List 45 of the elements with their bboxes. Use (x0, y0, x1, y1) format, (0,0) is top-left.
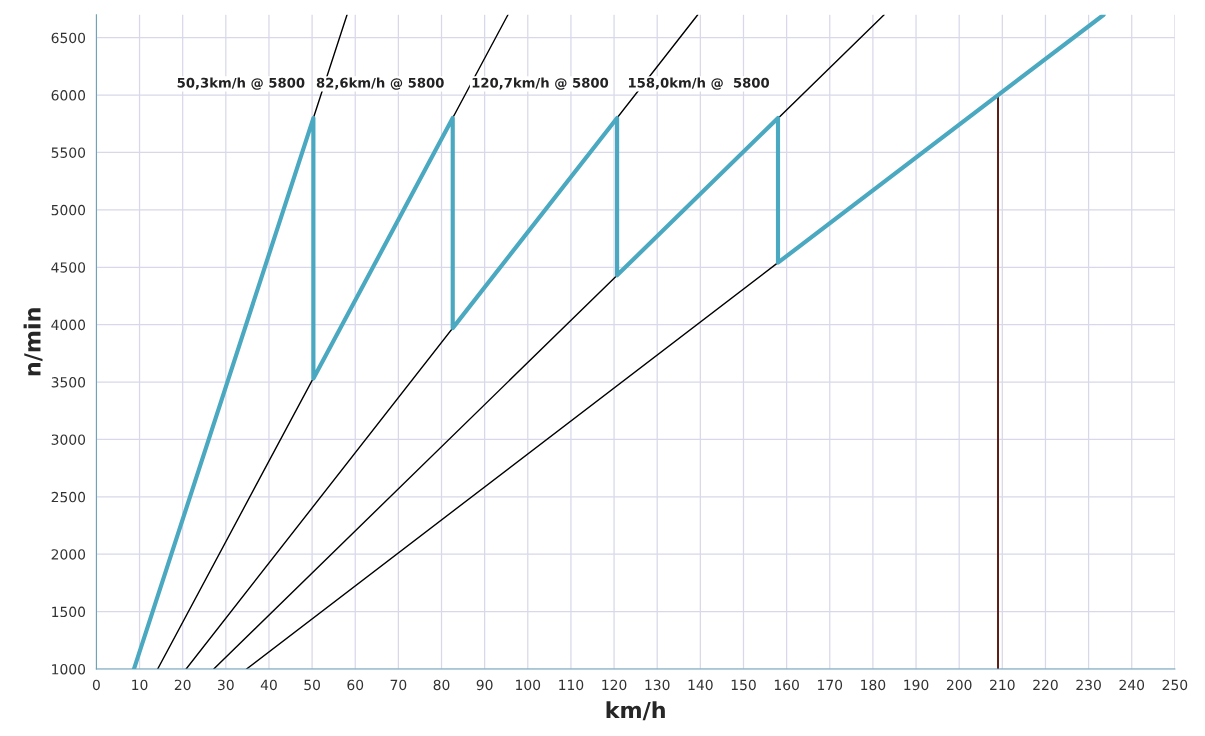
x-tick-label: 250 (1162, 679, 1188, 691)
x-tick-label: 80 (433, 679, 450, 691)
x-tick-label: 130 (645, 679, 670, 691)
x-tick-label: 190 (904, 679, 929, 691)
x-tick-label: 220 (1033, 679, 1058, 691)
annotation: 82,6km/h @ 5800 (316, 77, 444, 90)
x-tick-label: 40 (260, 679, 277, 691)
y-tick-label: 2000 (51, 549, 86, 560)
x-tick-label: 120 (602, 679, 627, 691)
x-tick-label: 50 (304, 679, 321, 691)
y-tick-label: 2500 (51, 491, 86, 503)
y-tick-label: 1500 (52, 606, 86, 618)
x-tick-label: 100 (516, 679, 541, 691)
y-tick-label: 1000 (52, 663, 86, 675)
x-tick-label: 0 (92, 679, 100, 691)
x-tick-label: 230 (1076, 679, 1101, 691)
y-tick-label: 6500 (51, 32, 86, 44)
y-tick-label: 3500 (51, 377, 86, 388)
y-tick-label: 4000 (51, 319, 86, 331)
x-axis-title: km/h (606, 701, 665, 721)
x-tick-label: 150 (731, 679, 756, 691)
x-tick-label: 200 (946, 679, 972, 691)
annotation: 158,0km/h @ 5800 (628, 77, 770, 90)
x-tick-label: 20 (174, 679, 191, 691)
y-tick-label: 5500 (51, 147, 86, 158)
x-tick-label: 180 (861, 679, 886, 691)
x-tick-label: 210 (990, 679, 1015, 691)
annotation: 120,7km/h @ 5800 (472, 77, 609, 90)
y-tick-label: 3000 (51, 434, 86, 445)
line-series (131, 14, 1106, 670)
x-tick-label: 90 (476, 679, 493, 691)
x-tick-label: 170 (818, 679, 843, 691)
x-tick-label: 30 (218, 679, 234, 691)
x-tick-label: 240 (1119, 679, 1145, 691)
y-tick-label: 5000 (51, 204, 86, 216)
annotation: 50,3km/h @ 5800 (177, 77, 305, 90)
x-tick-label: 160 (774, 679, 799, 691)
x-tick-label: 10 (132, 679, 148, 691)
x-tick-label: 60 (347, 679, 364, 691)
y-tick-label: 4500 (51, 262, 86, 273)
y-axis-title: n/min (23, 308, 43, 376)
y-tick-label: 6000 (51, 90, 86, 101)
x-tick-label: 140 (688, 679, 713, 691)
x-tick-label: 110 (559, 679, 584, 691)
x-tick-label: 70 (390, 679, 407, 691)
